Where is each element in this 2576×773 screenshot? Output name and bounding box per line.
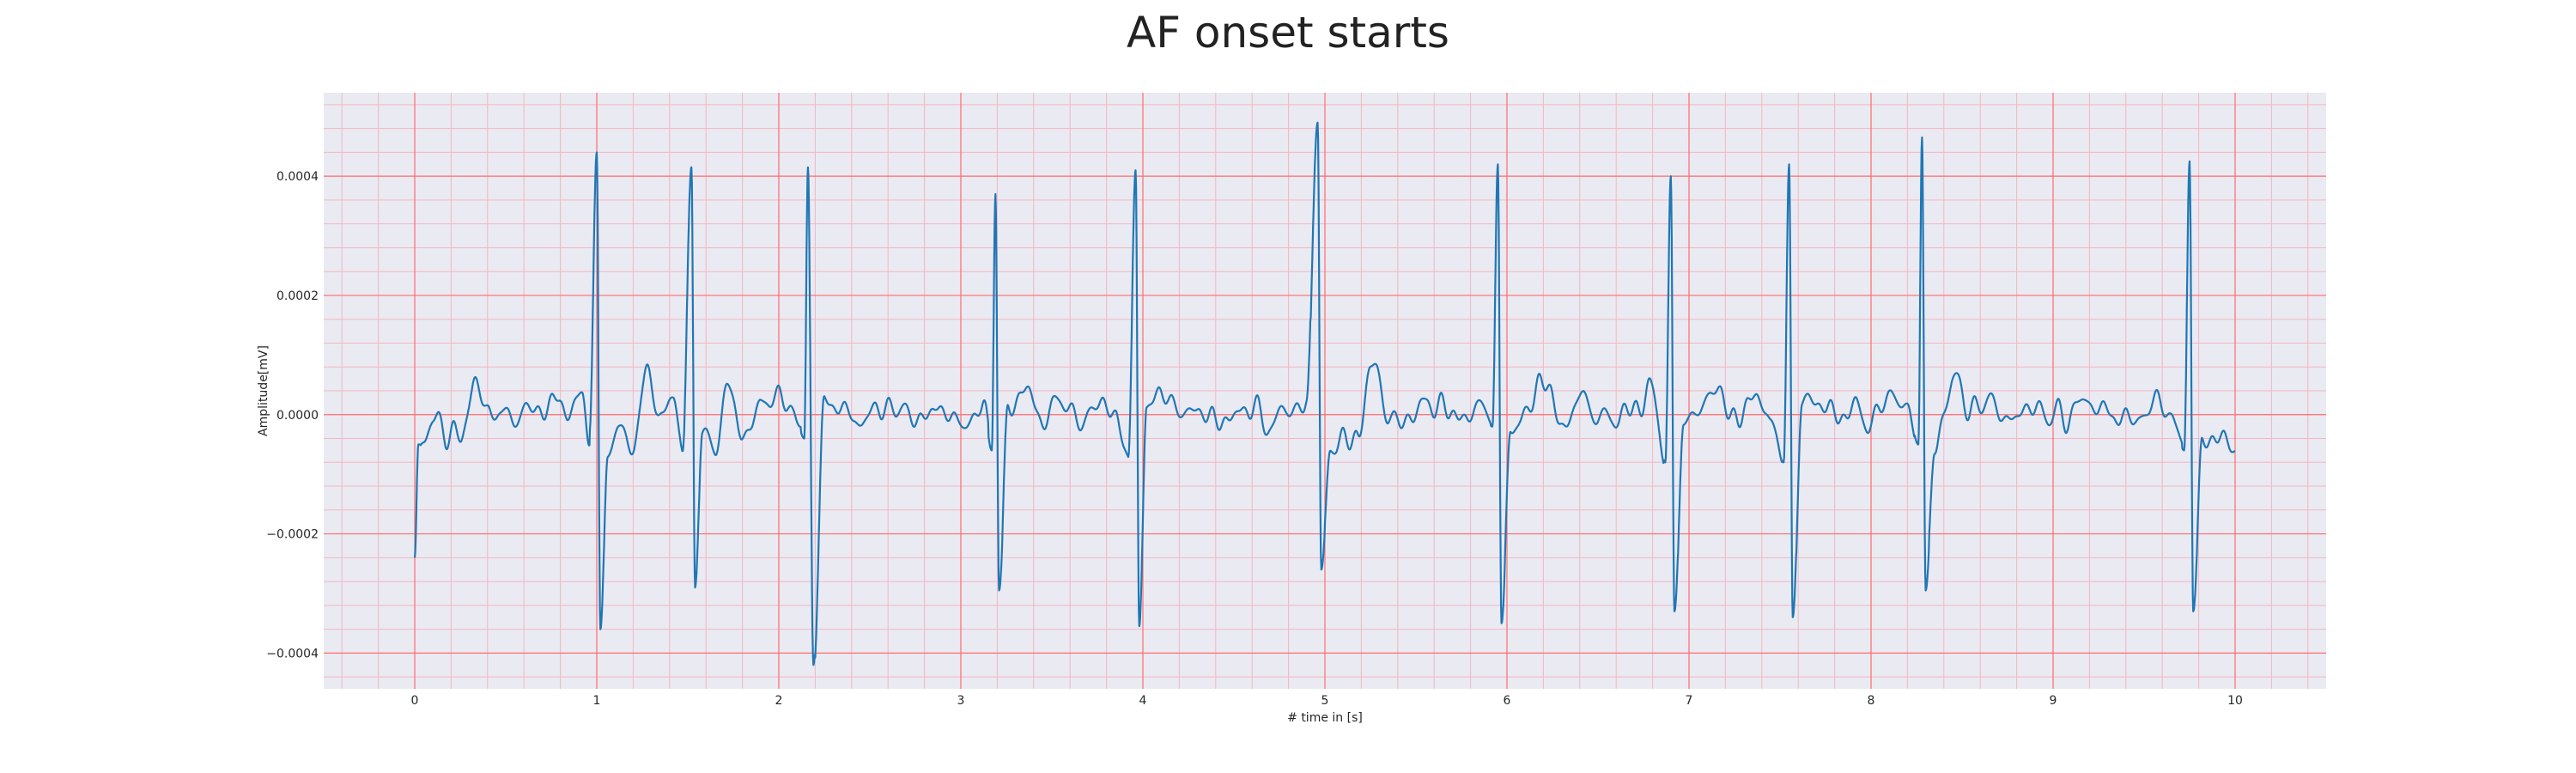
- x-tick-label: 8: [1868, 694, 1875, 708]
- x-tick-label: 7: [1686, 694, 1693, 708]
- series-layer: [413, 121, 2236, 666]
- x-tick-label: 10: [2227, 694, 2243, 708]
- y-axis-label: Amplitude[mV]: [257, 345, 270, 436]
- x-tick-label: 6: [1504, 694, 1511, 708]
- y-tick-labels: −0.0004 −0.0002 0.0000 0.0002 0.0004: [266, 170, 319, 660]
- x-tick-label: 9: [2050, 694, 2057, 708]
- x-tick-labels: 0 1 2 3 4 5 6 7 8 9 10: [411, 694, 2243, 708]
- y-tick-label: 0.0000: [276, 409, 319, 423]
- x-tick-label: 3: [957, 694, 965, 708]
- x-axis-label: # time in [s]: [1287, 711, 1363, 725]
- x-tick-label: 1: [593, 694, 601, 708]
- x-tick-label: 0: [411, 694, 419, 708]
- x-tick-label: 4: [1139, 694, 1147, 708]
- y-tick-label: −0.0004: [266, 647, 319, 660]
- y-tick-label: 0.0002: [276, 289, 319, 303]
- x-tick-label: 5: [1321, 694, 1329, 708]
- ecg-series-line: [413, 121, 2236, 666]
- x-tick-label: 2: [775, 694, 783, 708]
- chart-title: AF onset starts: [1127, 8, 1449, 58]
- y-tick-label: −0.0002: [266, 528, 319, 542]
- y-tick-label: 0.0004: [276, 170, 319, 184]
